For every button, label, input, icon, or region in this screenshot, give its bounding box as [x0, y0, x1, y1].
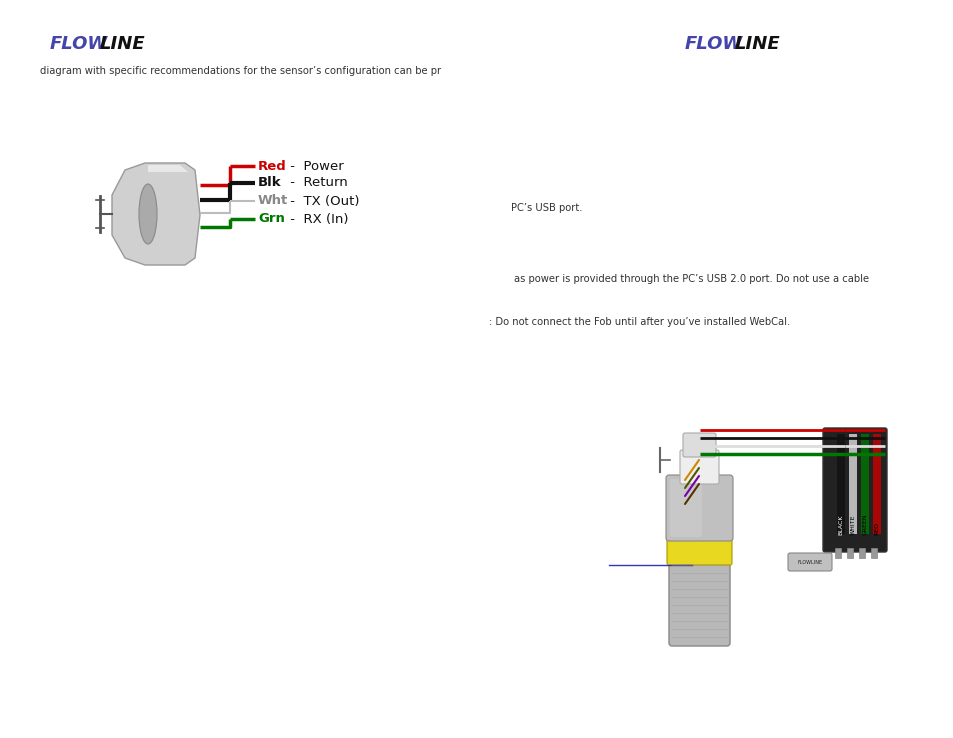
Text: LINE: LINE [734, 35, 780, 53]
FancyBboxPatch shape [669, 479, 701, 537]
Text: LINE: LINE [99, 35, 145, 53]
FancyBboxPatch shape [668, 555, 729, 646]
FancyBboxPatch shape [682, 433, 716, 457]
Polygon shape [112, 163, 200, 265]
Text: GREEN: GREEN [862, 514, 866, 535]
Text: FLOW: FLOW [50, 35, 108, 53]
Bar [834, 548, 841, 558]
Text: RED: RED [874, 522, 879, 535]
Text: Blk: Blk [257, 176, 281, 190]
Bar [858, 548, 864, 558]
Text: -  Return: - Return [286, 176, 348, 190]
Polygon shape [148, 165, 188, 172]
Text: -  TX (Out): - TX (Out) [286, 195, 359, 207]
Text: BLACK: BLACK [838, 514, 842, 535]
Text: diagram with specific recommendations for the sensor’s configuration can be pr: diagram with specific recommendations fo… [40, 66, 440, 76]
Text: Red: Red [257, 159, 287, 173]
Bar [846, 548, 852, 558]
Bar [848, 434, 856, 534]
Bar [836, 434, 844, 534]
Text: Wht: Wht [257, 195, 288, 207]
Bar [872, 434, 880, 534]
FancyBboxPatch shape [787, 553, 831, 571]
Text: WHITE: WHITE [850, 514, 855, 535]
Text: FLOW: FLOW [684, 35, 742, 53]
Text: PC’s USB port.: PC’s USB port. [511, 203, 582, 213]
Bar [861, 434, 868, 534]
Text: as power is provided through the PC’s USB 2.0 port. Do not use a cable: as power is provided through the PC’s US… [514, 274, 868, 284]
Bar [870, 548, 876, 558]
FancyBboxPatch shape [822, 428, 886, 552]
FancyBboxPatch shape [665, 475, 732, 541]
Text: FLOWLINE: FLOWLINE [797, 559, 821, 565]
Ellipse shape [139, 184, 157, 244]
FancyBboxPatch shape [679, 450, 719, 484]
Text: -  RX (In): - RX (In) [286, 213, 348, 226]
Text: -  Power: - Power [286, 159, 343, 173]
Text: : Do not connect the Fob until after you’ve installed WebCal.: : Do not connect the Fob until after you… [489, 317, 790, 327]
Text: Grn: Grn [257, 213, 285, 226]
FancyBboxPatch shape [666, 533, 731, 565]
